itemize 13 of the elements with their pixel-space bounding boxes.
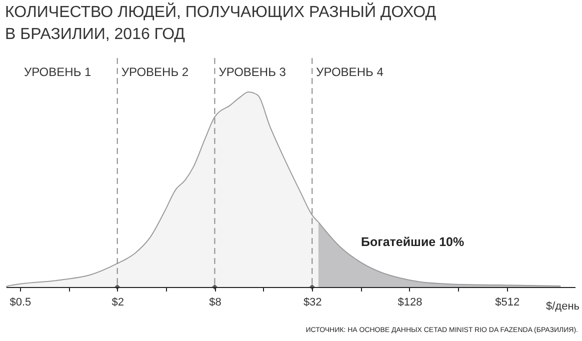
x-tick-label: $0.5: [10, 296, 32, 308]
x-tick-label: $128: [398, 296, 422, 308]
text: УРОВЕНЬ 1: [24, 65, 92, 79]
x-tick-label: $512: [495, 296, 520, 308]
annotation: Богатейшие 10%: [361, 235, 464, 249]
chart-title: КОЛИЧЕСТВО ЛЮДЕЙ, ПОЛУЧАЮЩИХ РАЗНЫЙ ДОХОД В БРАЗИЛИИ, 2016 ГОД: [5, 2, 436, 43]
text: УРОВЕНЬ 3: [218, 65, 286, 79]
x-tick-label: $32: [303, 296, 322, 308]
x-tick-label: $2: [112, 296, 124, 308]
text: УРОВЕНЬ 4: [316, 65, 384, 79]
x-tick-label: $8: [209, 296, 222, 308]
text: УРОВЕНЬ 2: [121, 65, 189, 79]
x-axis-title: $/день: [546, 300, 580, 312]
